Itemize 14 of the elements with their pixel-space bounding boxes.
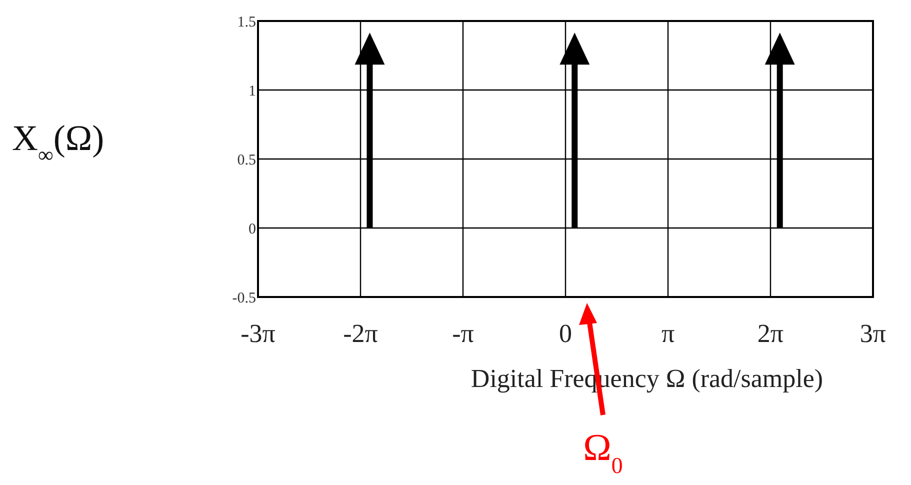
x-tick-label: π: [661, 319, 675, 348]
x-tick-label: -π: [452, 319, 474, 348]
y-axis-title: X$_{∞}$(Ω): [12, 118, 104, 167]
y-tick-label: -0.5: [232, 290, 256, 306]
x-tick-label: 2π: [757, 319, 784, 348]
y-tick-label: 0.5: [237, 152, 256, 168]
x-tick-label: 0: [559, 319, 572, 348]
y-tick-label: 1: [248, 83, 256, 100]
text: Ω$_{0}$: [583, 427, 623, 478]
x-tick-label: -2π: [343, 319, 378, 348]
x-tick-label: -3π: [240, 319, 276, 348]
y-tick-label: 1.5: [237, 14, 256, 30]
x-tick-label: 3π: [860, 319, 886, 348]
y-tick-label: 0: [248, 221, 256, 238]
